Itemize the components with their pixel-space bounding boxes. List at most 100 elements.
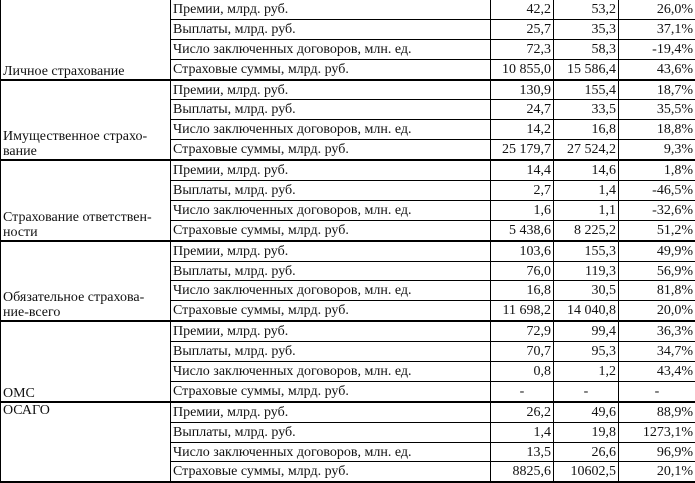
value-cell: 14,4: [491, 160, 554, 180]
value-cell: 1,2: [554, 362, 619, 382]
value-cell: 13,5: [491, 442, 554, 462]
value-cell: 0,8: [491, 362, 554, 382]
value-cell: 16,8: [554, 120, 619, 140]
value-cell: 8 225,2: [554, 220, 619, 240]
value-cell: 103,6: [491, 241, 554, 261]
indicator-cell: Выплаты, млрд. руб.: [171, 261, 491, 281]
indicator-cell: Страховые суммы, млрд. руб.: [171, 462, 491, 482]
indicator-cell: Премии, млрд. руб.: [171, 0, 491, 19]
indicator-cell: Страховые суммы, млрд. руб.: [171, 381, 491, 401]
group-label: Личное страхование: [1, 0, 171, 80]
value-cell: 25 179,7: [491, 140, 554, 160]
value-cell: -: [619, 381, 695, 401]
value-cell: 19,8: [554, 422, 619, 442]
value-cell: -: [554, 381, 619, 401]
value-cell: 26,2: [491, 402, 554, 422]
indicator-cell: Число заключенных договоров, млн. ед.: [171, 281, 491, 301]
value-cell: 27 524,2: [554, 140, 619, 160]
value-cell: 76,0: [491, 261, 554, 281]
value-cell: 58,3: [554, 39, 619, 59]
indicator-cell: Премии, млрд. руб.: [171, 321, 491, 341]
indicator-cell: Выплаты, млрд. руб.: [171, 342, 491, 362]
value-cell: 43,6%: [619, 59, 695, 79]
group-label: Имущественное страхо-вание: [1, 80, 171, 161]
value-cell: 37,1%: [619, 19, 695, 39]
group-label: ОСАГО: [1, 402, 171, 483]
indicator-cell: Страховые суммы, млрд. руб.: [171, 301, 491, 321]
indicator-cell: Выплаты, млрд. руб.: [171, 19, 491, 39]
indicator-cell: Премии, млрд. руб.: [171, 241, 491, 261]
value-cell: 1,8%: [619, 160, 695, 180]
value-cell: 26,6: [554, 442, 619, 462]
value-cell: 2,7: [491, 181, 554, 201]
value-cell: 56,9%: [619, 261, 695, 281]
indicator-cell: Премии, млрд. руб.: [171, 160, 491, 180]
value-cell: 81,8%: [619, 281, 695, 301]
value-cell: 9,3%: [619, 140, 695, 160]
value-cell: -46,5%: [619, 181, 695, 201]
value-cell: 18,7%: [619, 80, 695, 100]
value-cell: 16,8: [491, 281, 554, 301]
value-cell: 36,3%: [619, 321, 695, 341]
value-cell: 5 438,6: [491, 220, 554, 240]
group-label: Страхование ответствен-ности: [1, 160, 171, 241]
value-cell: 1,4: [554, 181, 619, 201]
indicator-cell: Число заключенных договоров, млн. ед.: [171, 442, 491, 462]
value-cell: 35,3: [554, 19, 619, 39]
value-cell: 42,2: [491, 0, 554, 19]
value-cell: 72,9: [491, 321, 554, 341]
value-cell: 14,2: [491, 120, 554, 140]
value-cell: 15 586,4: [554, 59, 619, 79]
indicator-cell: Выплаты, млрд. руб.: [171, 181, 491, 201]
value-cell: 99,4: [554, 321, 619, 341]
value-cell: 26,0%: [619, 0, 695, 19]
value-cell: 155,4: [554, 80, 619, 100]
indicator-cell: Выплаты, млрд. руб.: [171, 100, 491, 120]
value-cell: 20,1%: [619, 462, 695, 482]
group-label: ОМС: [1, 321, 171, 402]
value-cell: 1273,1%: [619, 422, 695, 442]
indicator-cell: Премии, млрд. руб.: [171, 80, 491, 100]
value-cell: 70,7: [491, 342, 554, 362]
value-cell: 51,2%: [619, 220, 695, 240]
value-cell: 8825,6: [491, 462, 554, 482]
value-cell: 18,8%: [619, 120, 695, 140]
value-cell: 11 698,2: [491, 301, 554, 321]
value-cell: 1,6: [491, 200, 554, 220]
value-cell: 14,6: [554, 160, 619, 180]
value-cell: -19,4%: [619, 39, 695, 59]
value-cell: 130,9: [491, 80, 554, 100]
group-label: Обязательное страхова-ние-всего: [1, 241, 171, 322]
value-cell: 43,4%: [619, 362, 695, 382]
value-cell: 95,3: [554, 342, 619, 362]
value-cell: 20,0%: [619, 301, 695, 321]
indicator-cell: Число заключенных договоров, млн. ед.: [171, 200, 491, 220]
value-cell: 34,7%: [619, 342, 695, 362]
value-cell: 10 855,0: [491, 59, 554, 79]
indicator-cell: Премии, млрд. руб.: [171, 402, 491, 422]
value-cell: 119,3: [554, 261, 619, 281]
indicator-cell: Число заключенных договоров, млн. ед.: [171, 39, 491, 59]
value-cell: 49,6: [554, 402, 619, 422]
indicator-cell: Страховые суммы, млрд. руб.: [171, 220, 491, 240]
value-cell: 24,7: [491, 100, 554, 120]
value-cell: 49,9%: [619, 241, 695, 261]
value-cell: 96,9%: [619, 442, 695, 462]
value-cell: -: [491, 381, 554, 401]
indicator-cell: Страховые суммы, млрд. руб.: [171, 140, 491, 160]
value-cell: 53,2: [554, 0, 619, 19]
indicator-cell: Страховые суммы, млрд. руб.: [171, 59, 491, 79]
value-cell: 1,1: [554, 200, 619, 220]
value-cell: 72,3: [491, 39, 554, 59]
value-cell: 25,7: [491, 19, 554, 39]
value-cell: 155,3: [554, 241, 619, 261]
value-cell: -32,6%: [619, 200, 695, 220]
indicator-cell: Число заключенных договоров, млн. ед.: [171, 362, 491, 382]
indicator-cell: Выплаты, млрд. руб.: [171, 422, 491, 442]
